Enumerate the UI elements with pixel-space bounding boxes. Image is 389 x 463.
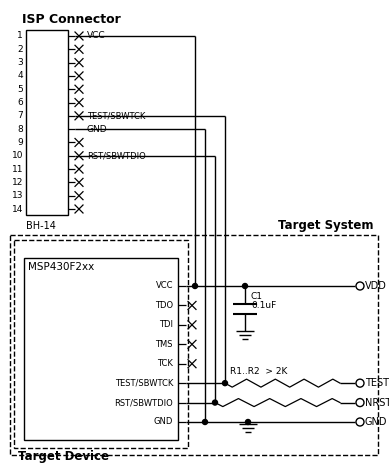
Text: NRST: NRST [365, 398, 389, 407]
Text: 13: 13 [12, 191, 23, 200]
Text: 4: 4 [18, 71, 23, 81]
Text: 11: 11 [12, 164, 23, 174]
Text: 12: 12 [12, 178, 23, 187]
Text: 1: 1 [17, 31, 23, 40]
Text: 14: 14 [12, 205, 23, 213]
Text: 5: 5 [17, 85, 23, 94]
Text: Target System: Target System [279, 219, 374, 232]
Text: TMS: TMS [156, 340, 173, 349]
Text: TDI: TDI [159, 320, 173, 329]
Text: VCC: VCC [87, 31, 106, 40]
Circle shape [245, 419, 251, 425]
Text: TCK: TCK [157, 359, 173, 368]
Text: TEST/SBWTCK: TEST/SBWTCK [115, 379, 173, 388]
Text: VDD: VDD [365, 281, 387, 291]
Text: C1: C1 [251, 292, 263, 301]
Circle shape [223, 381, 228, 386]
Text: 3: 3 [17, 58, 23, 67]
Bar [14, 240, 188, 448]
Circle shape [242, 283, 247, 288]
Text: RST/SBWTDIO: RST/SBWTDIO [87, 151, 146, 160]
Text: R1..R2  > 2K: R1..R2 > 2K [230, 367, 287, 375]
Text: ISP Connector: ISP Connector [22, 13, 121, 26]
Text: VCC: VCC [156, 282, 173, 290]
Text: GND: GND [87, 125, 108, 134]
Text: 6: 6 [17, 98, 23, 107]
Text: GND: GND [154, 418, 173, 426]
Bar [10, 235, 378, 455]
Text: 0.1uF: 0.1uF [251, 301, 276, 310]
Text: Target Device: Target Device [18, 450, 109, 463]
Text: 7: 7 [17, 111, 23, 120]
Text: 8: 8 [17, 125, 23, 134]
Text: RST/SBWTDIO: RST/SBWTDIO [114, 398, 173, 407]
Text: TDO: TDO [155, 301, 173, 310]
Bar [24, 258, 178, 440]
Text: 2: 2 [18, 45, 23, 54]
Circle shape [203, 419, 207, 425]
Text: BH-14: BH-14 [26, 221, 56, 231]
Bar [26, 30, 68, 215]
Circle shape [193, 283, 198, 288]
Text: 10: 10 [12, 151, 23, 160]
Text: TEST/SBWTCK: TEST/SBWTCK [87, 111, 145, 120]
Text: TEST: TEST [365, 378, 389, 388]
Circle shape [212, 400, 217, 405]
Text: GND: GND [365, 417, 387, 427]
Text: MSP430F2xx: MSP430F2xx [28, 262, 94, 272]
Text: 9: 9 [17, 138, 23, 147]
